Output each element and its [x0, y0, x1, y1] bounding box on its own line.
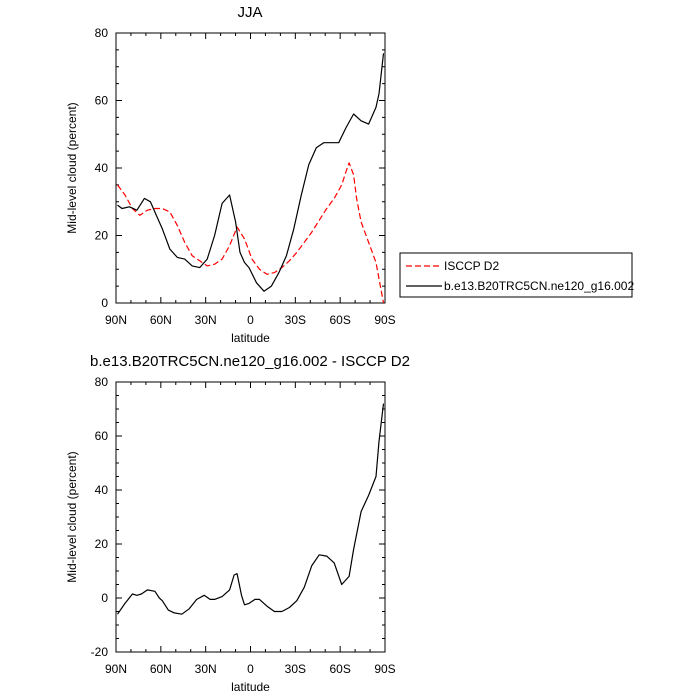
series-line-0: [117, 162, 385, 304]
bottom-panel: -20 0 20 40 60 80 90N 60N 30N 0 30S 60S 90S latitude M…: [65, 353, 410, 694]
x-tick-label: 90S: [374, 313, 395, 327]
x-tick-label: 0: [247, 313, 254, 327]
chart-title: JJA: [237, 4, 262, 21]
y-tick-label: 20: [95, 229, 109, 243]
x-axis-title: latitude: [231, 680, 270, 694]
x-tick-label: 30N: [195, 662, 217, 676]
x-tick-label: 60S: [329, 313, 350, 327]
x-tick-label: 90S: [374, 662, 395, 676]
chart-title: b.e13.B20TRC5CN.ne120_g16.002 - ISCCP D2: [90, 353, 410, 370]
y-axis-title: Mid-level cloud (percent): [65, 451, 79, 582]
series-line-1: [117, 53, 385, 292]
x-tick-label: 30S: [285, 662, 306, 676]
y-tick-label: 20: [95, 537, 109, 551]
y-axis-title: Mid-level cloud (percent): [65, 102, 79, 233]
plot-frame: [115, 381, 386, 653]
series-line-0: [117, 403, 385, 615]
legend-box: [399, 252, 633, 298]
legend-label: b.e13.B20TRC5CN.ne120_g16.002: [444, 279, 634, 293]
y-tick-label: 40: [95, 161, 109, 175]
y-tick-label: 0: [101, 296, 108, 310]
x-tick-label: 60S: [329, 662, 350, 676]
x-tick-label: 30N: [195, 313, 217, 327]
y-tick-label: 60: [95, 94, 109, 108]
y-tick-label: 0: [101, 591, 108, 605]
y-tick-label: 80: [95, 375, 109, 389]
y-tick-label: 40: [95, 483, 109, 497]
x-tick-label: 30S: [285, 313, 306, 327]
x-tick-label: 90N: [105, 313, 127, 327]
x-tick-label: 0: [247, 662, 254, 676]
top-panel: 0 20 40 60 80 90N 60N 30N 0 30S 60S 90S latitude Mid-…: [65, 4, 634, 345]
y-tick-label: -20: [91, 645, 109, 659]
x-axis-title: latitude: [231, 331, 270, 345]
legend-label: ISCCP D2: [444, 259, 499, 273]
plot-frame: [115, 32, 386, 304]
x-tick-label: 60N: [150, 313, 172, 327]
y-tick-label: 60: [95, 429, 109, 443]
x-tick-label: 60N: [150, 662, 172, 676]
y-tick-label: 80: [95, 26, 109, 40]
legend: ISCCP D2 b.e13.B20TRC5CN.ne120_g16.002: [399, 252, 634, 298]
x-tick-label: 90N: [105, 662, 127, 676]
